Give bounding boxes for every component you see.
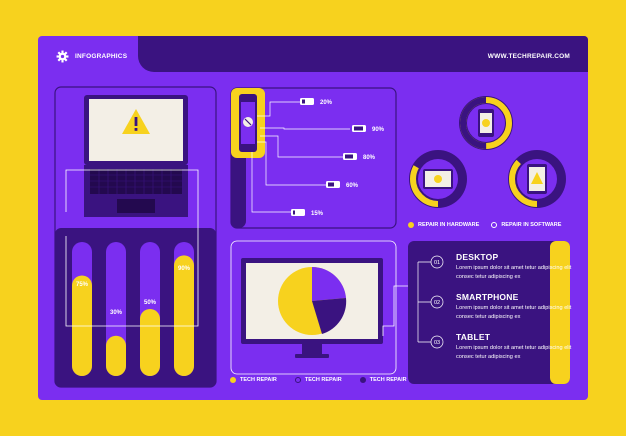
pie-legend-item: TECH REPAIR	[294, 377, 342, 383]
list-panel	[408, 241, 570, 384]
battery-20: 20%	[320, 100, 333, 106]
pie-legend-item: TECH REPAIR	[230, 377, 277, 383]
list-item-title: DESKTOP	[456, 252, 499, 262]
battery-15: 15%	[311, 211, 324, 217]
bar-label: 75%	[76, 282, 89, 288]
keyboard-icon	[90, 169, 182, 194]
list-item-smartphone: SMARTPHONE Lorem ipsum dolor sit amet te…	[456, 292, 576, 321]
callout-lines	[251, 101, 350, 213]
bar-label: 30%	[110, 310, 123, 316]
battery-60: 60%	[346, 183, 359, 189]
pie-legend: TECH REPAIR TECH REPAIR TECH REPAIR	[230, 377, 407, 383]
warning-icon	[122, 109, 150, 134]
bar-fill	[174, 255, 194, 376]
list-accent	[550, 241, 570, 384]
bar-chart: 75% 30% 50% 90%	[72, 242, 194, 376]
legend-swatch	[491, 222, 498, 228]
list-item-desc: Lorem ipsum dolor sit amet tetur adipisc…	[456, 345, 572, 360]
monitor-icon	[241, 258, 383, 358]
infographic-card: WWW.TECHREPAIR.COM INFOGRAPHICS	[38, 36, 588, 400]
legend-swatch	[408, 222, 414, 228]
pie-legend-item: TECH REPAIR	[359, 377, 407, 383]
legend-swatch	[230, 377, 236, 383]
list-item-title: TABLET	[456, 332, 491, 342]
site-url[interactable]: WWW.TECHREPAIR.COM	[487, 53, 570, 60]
bar-fill	[140, 309, 160, 376]
phone-icon	[239, 94, 257, 152]
list-item-title: SMARTPHONE	[456, 292, 519, 302]
list-numbers: 01 02 03	[430, 255, 444, 349]
donut-laptop	[409, 150, 467, 208]
legend-hardware: REPAIR IN HARDWARE	[408, 222, 479, 228]
list-item-desc: Lorem ipsum dolor sit amet tetur adipisc…	[456, 305, 572, 320]
gear-icon	[56, 50, 69, 63]
donut-phone	[459, 96, 513, 150]
battery-callouts: 20% 90% 80% 60% 15%	[291, 98, 385, 217]
connector-line	[382, 285, 418, 336]
brand-title: INFOGRAPHICS	[75, 53, 128, 60]
bar-label: 90%	[178, 266, 191, 272]
brand: INFOGRAPHICS	[56, 50, 127, 63]
infographic-graphics: 75% 30% 50% 90% 20% 90% 80% 60%	[54, 86, 570, 388]
device-panel-outline	[230, 87, 397, 229]
top-bar: WWW.TECHREPAIR.COM	[138, 36, 588, 72]
donut-tablet	[508, 150, 566, 208]
bar-label: 50%	[144, 300, 157, 306]
monitor-panel-outline	[230, 240, 397, 375]
connector-line	[65, 169, 199, 327]
list-item-desktop: DESKTOP Lorem ipsum dolor sit amet tetur…	[456, 252, 576, 281]
battery-80: 80%	[363, 155, 376, 161]
legend-swatch	[294, 377, 301, 383]
list-item-desc: Lorem ipsum dolor sit amet tetur adipisc…	[456, 265, 572, 280]
list-number: 01	[434, 260, 440, 266]
battery-90: 90%	[372, 127, 385, 133]
legend-swatch	[359, 377, 366, 383]
list-item-tablet: TABLET Lorem ipsum dolor sit amet tetur …	[456, 332, 576, 361]
bar-fill	[106, 335, 126, 376]
list-number: 02	[434, 300, 440, 306]
legend-software: REPAIR IN SOFTWARE	[491, 222, 561, 228]
repair-legend: REPAIR IN HARDWARE REPAIR IN SOFTWARE	[408, 222, 561, 228]
list-connector	[417, 261, 431, 343]
list-number: 03	[434, 340, 440, 346]
